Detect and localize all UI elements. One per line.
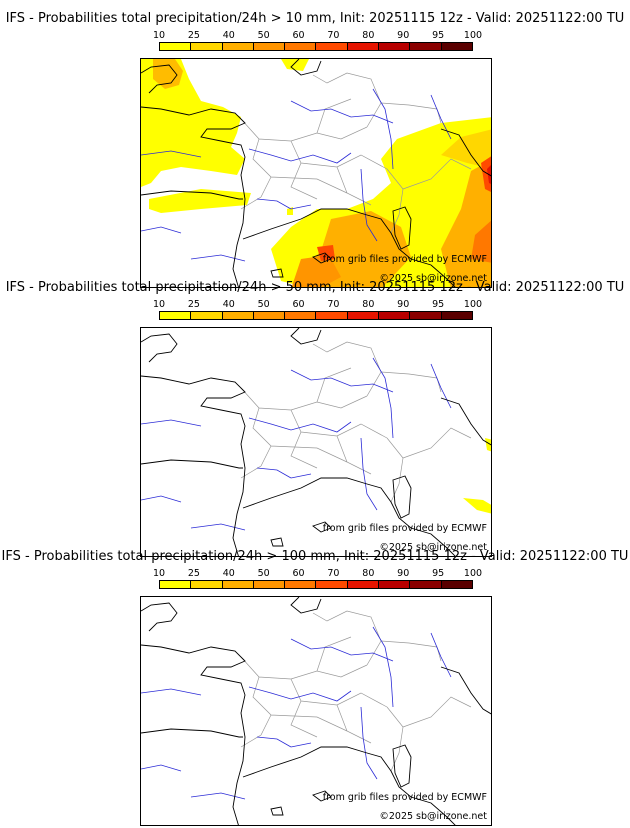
colorbar: 10 25 40 50 60 70 80 90 95 100 [152,568,482,593]
colorbar-segment [316,581,348,588]
colorbar-tick-label: 10 [152,299,166,310]
colorbar: 10 25 40 50 60 70 80 90 95 100 [152,30,482,55]
credit-copyright: ©2025 sb@irizone.net [379,273,487,284]
colorbar-tick-label: 60 [292,30,305,41]
colorbar-segment [316,43,348,50]
panel-title: IFS - Probabilities total precipitation/… [5,11,625,26]
colorbar-segment [160,312,192,319]
colorbar-segment [191,581,223,588]
colorbar-segment [347,312,380,319]
colorbar-ticks: 10 25 40 50 60 70 80 90 95 100 [152,30,482,41]
map-svg [141,328,491,556]
map-svg [141,597,491,825]
colorbar-tick-label: 80 [362,568,375,579]
colorbar-tick-label: 90 [397,299,410,310]
colorbar-tick-label: 40 [222,299,235,310]
colorbar-segment [441,581,472,588]
map-frame: from grib files provided by ECMWF ©2025 … [140,58,492,288]
coastlines [141,597,491,825]
rivers [141,88,452,262]
colorbar-tick-label: 80 [362,299,375,310]
colorbar-segment [379,43,411,50]
colorbar-segment [379,312,411,319]
colorbar: 10 25 40 50 60 70 80 90 95 100 [152,299,482,324]
coastlines [141,59,491,287]
colorbar-segment [285,312,317,319]
credit-source: from grib files provided by ECMWF [322,523,487,534]
colorbar-ticks: 10 25 40 50 60 70 80 90 95 100 [152,568,482,579]
forecast-panel-50mm: IFS - Probabilities total precipitation/… [0,279,630,557]
colorbar-segment [253,312,286,319]
colorbar-tick-label: 60 [292,568,305,579]
colorbar-segment [347,581,380,588]
panel-title: IFS - Probabilities total precipitation/… [1,549,629,564]
colorbar-tick-label: 100 [463,568,483,579]
colorbar-segment [285,43,317,50]
colorbar-segment [160,43,192,50]
colorbar-tick-label: 50 [257,299,270,310]
country-borders [240,610,472,772]
colorbar-tick-label: 90 [397,30,410,41]
credit-copyright: ©2025 sb@irizone.net [379,542,487,553]
colorbar-segment [410,581,442,588]
colorbar-segment [379,581,411,588]
colorbar-segment [222,581,254,588]
colorbar-tick-label: 70 [327,568,340,579]
colorbar-segment [285,581,317,588]
colorbar-tick-label: 25 [187,30,200,41]
map-frame: from grib files provided by ECMWF ©2025 … [140,596,492,826]
colorbar-bar [159,311,473,320]
colorbar-tick-label: 95 [432,299,445,310]
colorbar-tick-label: 90 [397,568,410,579]
colorbar-tick-label: 60 [292,299,305,310]
colorbar-tick-label: 50 [257,30,270,41]
colorbar-segment [410,312,442,319]
colorbar-segment [160,581,192,588]
colorbar-tick-label: 100 [463,30,483,41]
map-frame: from grib files provided by ECMWF ©2025 … [140,327,492,557]
colorbar-segment [347,43,380,50]
colorbar-tick-label: 70 [327,299,340,310]
colorbar-segment [441,312,472,319]
precip-field [463,438,491,514]
coastlines [141,328,491,556]
colorbar-segment [222,312,254,319]
colorbar-tick-label: 25 [187,568,200,579]
rivers [141,357,452,531]
precip-field [141,59,491,287]
colorbar-tick-label: 100 [463,299,483,310]
colorbar-segment [316,312,348,319]
colorbar-segment [253,43,286,50]
country-borders [240,341,472,503]
colorbar-tick-label: 10 [152,568,166,579]
colorbar-ticks: 10 25 40 50 60 70 80 90 95 100 [152,299,482,310]
colorbar-tick-label: 40 [222,568,235,579]
colorbar-segment [441,43,472,50]
credit-source: from grib files provided by ECMWF [322,254,487,265]
rivers [141,626,452,800]
colorbar-tick-label: 50 [257,568,270,579]
forecast-panel-100mm: IFS - Probabilities total precipitation/… [0,548,630,826]
colorbar-tick-label: 40 [222,30,235,41]
colorbar-segment [191,312,223,319]
colorbar-tick-label: 95 [432,568,445,579]
colorbar-segment [191,43,223,50]
credit-copyright: ©2025 sb@irizone.net [379,811,487,822]
colorbar-tick-label: 25 [187,299,200,310]
colorbar-tick-label: 95 [432,30,445,41]
colorbar-segment [410,43,442,50]
credit-source: from grib files provided by ECMWF [322,792,487,803]
map-svg [141,59,491,287]
panel-title: IFS - Probabilities total precipitation/… [5,280,625,295]
colorbar-segment [222,43,254,50]
colorbar-segment [253,581,286,588]
colorbar-bar [159,580,473,589]
colorbar-tick-label: 70 [327,30,340,41]
country-borders [240,72,472,234]
colorbar-tick-label: 80 [362,30,375,41]
colorbar-tick-label: 10 [152,30,166,41]
colorbar-bar [159,42,473,51]
forecast-panel-10mm: IFS - Probabilities total precipitation/… [0,10,630,288]
